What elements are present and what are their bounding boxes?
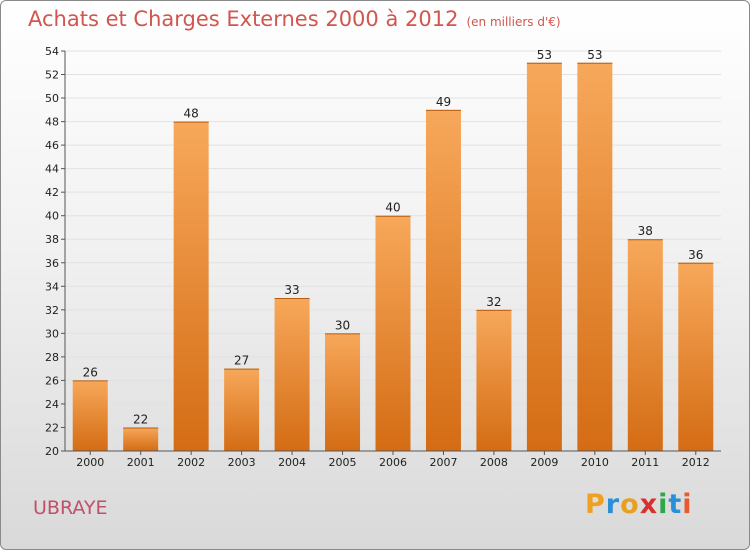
x-tick-label-2012: 2012	[682, 456, 710, 469]
title-text: Achats et Charges Externes 2000 à 2012	[28, 7, 459, 31]
y-tick-label: 44	[45, 163, 59, 176]
value-label-2001: 22	[133, 412, 148, 426]
y-tick-label: 36	[45, 257, 59, 270]
logo-letter: t	[668, 489, 683, 520]
y-tick-label: 40	[45, 210, 59, 223]
bar-2012	[678, 262, 714, 451]
x-tick-label-2005: 2005	[329, 456, 357, 469]
chart-title: Achats et Charges Externes 2000 à 2012 (e…	[28, 7, 561, 31]
bar-2008	[476, 309, 512, 451]
bar-2004	[274, 298, 310, 451]
y-tick-label: 22	[45, 421, 59, 434]
logo-letter: o	[620, 489, 640, 520]
value-label-2011: 38	[638, 224, 653, 238]
bar-2003	[224, 368, 260, 451]
logo-letter: P	[585, 489, 606, 520]
value-label-2012: 36	[688, 248, 703, 262]
commune-name: UBRAYE	[33, 497, 108, 519]
value-label-2005: 30	[335, 318, 350, 332]
x-tick-label-2006: 2006	[379, 456, 407, 469]
y-tick-label: 32	[45, 304, 59, 317]
x-tick-label-2002: 2002	[177, 456, 205, 469]
bar-2009	[526, 62, 562, 451]
value-label-2002: 48	[184, 107, 199, 121]
x-tick-label-2001: 2001	[127, 456, 155, 469]
x-tick-label-2009: 2009	[530, 456, 558, 469]
x-tick-label-2004: 2004	[278, 456, 306, 469]
x-tick-label-2007: 2007	[429, 456, 457, 469]
y-tick-label: 50	[45, 92, 59, 105]
value-label-2006: 40	[385, 201, 400, 215]
bar-2001	[123, 427, 159, 451]
y-tick-label: 38	[45, 233, 59, 246]
y-tick-label: 20	[45, 445, 59, 458]
subtitle-text: (en milliers d'€)	[466, 15, 561, 29]
value-label-2007: 49	[436, 95, 451, 109]
y-tick-label: 30	[45, 327, 59, 340]
y-tick-label: 26	[45, 374, 59, 387]
y-tick-label: 34	[45, 280, 59, 293]
y-tick-label: 42	[45, 186, 59, 199]
proxiti-logo: Proxiti	[585, 489, 693, 520]
y-tick-label: 24	[45, 398, 59, 411]
bar-2005	[325, 333, 361, 451]
value-label-2004: 33	[284, 283, 299, 297]
x-tick-label-2003: 2003	[228, 456, 256, 469]
y-tick-label: 52	[45, 69, 59, 82]
logo-letter: i	[682, 489, 693, 520]
value-label-2010: 53	[587, 48, 602, 62]
y-tick-label: 48	[45, 116, 59, 129]
value-label-2000: 26	[83, 365, 98, 379]
x-tick-label-2011: 2011	[631, 456, 659, 469]
value-label-2009: 53	[537, 48, 552, 62]
y-tick-label: 54	[45, 45, 59, 58]
x-tick-label-2000: 2000	[76, 456, 104, 469]
bar-2002	[173, 121, 209, 452]
x-tick-label-2008: 2008	[480, 456, 508, 469]
x-tick-label-2010: 2010	[581, 456, 609, 469]
logo-letter: r	[605, 489, 621, 520]
bar-2000	[72, 380, 108, 451]
logo-letter: x	[639, 489, 659, 520]
bar-2010	[577, 62, 613, 451]
logo-letter: i	[658, 489, 669, 520]
bar-2006	[375, 215, 411, 451]
bar-2011	[627, 239, 663, 451]
y-tick-label: 28	[45, 351, 59, 364]
bar-2007	[425, 109, 461, 451]
y-tick-label: 46	[45, 139, 59, 152]
value-label-2003: 27	[234, 354, 249, 368]
value-label-2008: 32	[486, 295, 501, 309]
